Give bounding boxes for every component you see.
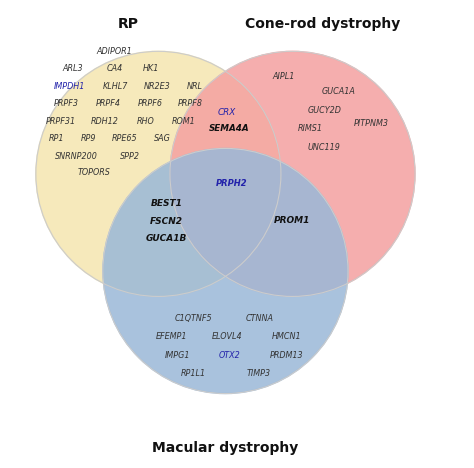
Text: GUCY2D: GUCY2D — [308, 106, 342, 115]
Text: ADIPOR1: ADIPOR1 — [97, 47, 132, 56]
Text: SEMA4A: SEMA4A — [209, 124, 249, 133]
Text: HMCN1: HMCN1 — [272, 332, 302, 341]
Text: PRPF3: PRPF3 — [54, 99, 78, 108]
Circle shape — [170, 51, 415, 296]
Text: EFEMP1: EFEMP1 — [155, 332, 187, 341]
Text: ARL3: ARL3 — [63, 64, 83, 73]
Text: SNRNP200: SNRNP200 — [55, 152, 98, 161]
Text: HK1: HK1 — [143, 64, 160, 73]
Text: BEST1: BEST1 — [151, 199, 182, 208]
Text: PRPF8: PRPF8 — [178, 99, 203, 108]
Text: RP9: RP9 — [80, 134, 96, 143]
Text: NR2E3: NR2E3 — [144, 81, 171, 90]
Text: RDH12: RDH12 — [91, 117, 119, 126]
Text: Cone-rod dystrophy: Cone-rod dystrophy — [245, 16, 400, 30]
Text: TIMP3: TIMP3 — [247, 369, 271, 378]
Text: UNC119: UNC119 — [308, 143, 340, 152]
Text: RPE65: RPE65 — [112, 134, 138, 143]
Text: CTNNA: CTNNA — [245, 314, 273, 322]
Text: CA4: CA4 — [106, 64, 123, 73]
Text: RHO: RHO — [137, 117, 155, 126]
Text: RP1: RP1 — [49, 134, 64, 143]
Text: SPP2: SPP2 — [120, 152, 140, 161]
Text: PROM1: PROM1 — [273, 216, 310, 225]
Text: KLHL7: KLHL7 — [103, 81, 128, 90]
Text: AIPL1: AIPL1 — [272, 72, 294, 81]
Text: PRPF31: PRPF31 — [46, 117, 76, 126]
Text: IMPDH1: IMPDH1 — [54, 81, 85, 90]
Text: PRDM13: PRDM13 — [270, 351, 304, 360]
Text: FSCN2: FSCN2 — [150, 217, 183, 226]
Text: GUCA1B: GUCA1B — [146, 234, 187, 243]
Text: GUCA1A: GUCA1A — [322, 87, 356, 96]
Text: RP: RP — [118, 16, 139, 30]
Text: PRPH2: PRPH2 — [216, 179, 247, 188]
Text: CRX: CRX — [218, 108, 236, 117]
Text: PRPF6: PRPF6 — [137, 99, 163, 108]
Text: NRL: NRL — [186, 81, 202, 90]
Text: RP1L1: RP1L1 — [181, 369, 206, 378]
Circle shape — [103, 148, 348, 394]
Text: PITPNM3: PITPNM3 — [354, 118, 389, 127]
Text: IMPG1: IMPG1 — [165, 351, 191, 360]
Text: ROM1: ROM1 — [172, 117, 196, 126]
Text: RIMS1: RIMS1 — [298, 124, 323, 133]
Text: PRPF4: PRPF4 — [96, 99, 121, 108]
Text: ELOVL4: ELOVL4 — [211, 332, 242, 341]
Text: Macular dystrophy: Macular dystrophy — [152, 441, 299, 454]
Text: OTX2: OTX2 — [219, 351, 240, 360]
Text: C1QTNF5: C1QTNF5 — [174, 314, 212, 322]
Text: SAG: SAG — [154, 134, 171, 143]
Text: TOPORS: TOPORS — [77, 168, 110, 177]
Circle shape — [36, 51, 281, 296]
